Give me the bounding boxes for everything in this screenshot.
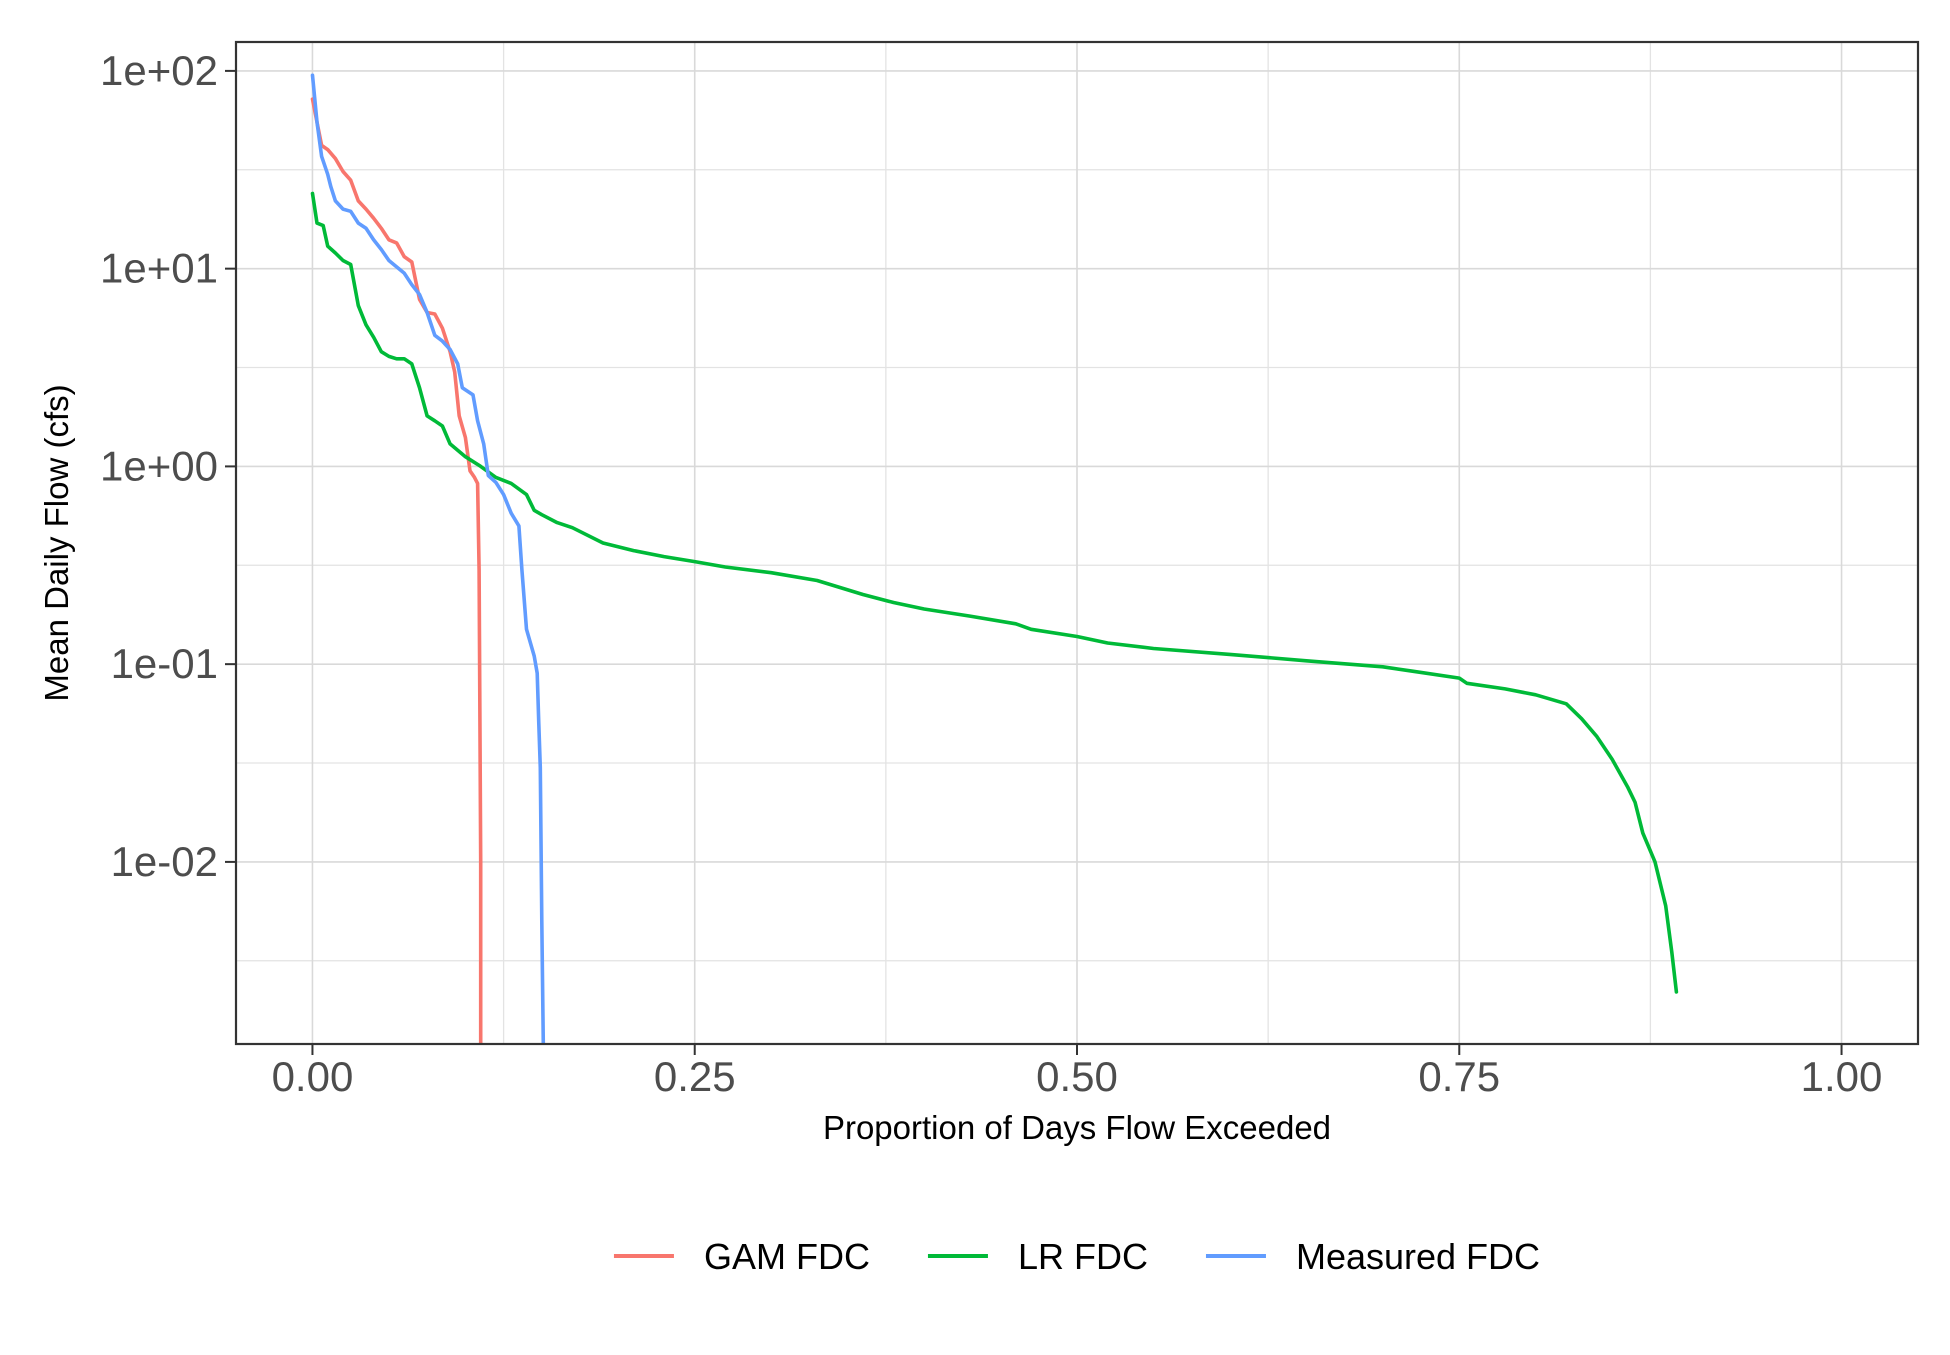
y-tick-label: 1e+01 (100, 245, 218, 292)
x-tick-label: 0.75 (1418, 1053, 1500, 1100)
legend-label: LR FDC (1018, 1236, 1148, 1277)
series-line-gam-fdc (310, 97, 483, 1044)
grid-layer (236, 42, 1918, 1044)
legend-label: GAM FDC (704, 1236, 870, 1277)
series-line-lr-fdc (310, 191, 1679, 994)
y-axis: 1e+02 1e+01 1e+00 1e-01 1e-02 (100, 47, 236, 885)
y-axis-title: Mean Daily Flow (cfs) (38, 384, 75, 701)
series-layer (310, 73, 1679, 1044)
legend: GAM FDC LR FDC Measured FDC (613, 1236, 1540, 1277)
x-tick-label: 1.00 (1801, 1053, 1883, 1100)
x-tick-label: 0.50 (1036, 1053, 1118, 1100)
x-tick-label: 0.25 (654, 1053, 736, 1100)
y-tick-label: 1e-01 (111, 640, 218, 687)
y-tick-label: 1e+02 (100, 47, 218, 94)
legend-label: Measured FDC (1296, 1236, 1540, 1277)
x-axis: 0.00 0.25 0.50 0.75 1.00 (272, 1044, 1883, 1100)
series-line-measured-fdc (310, 73, 546, 1044)
x-axis-title: Proportion of Days Flow Exceeded (823, 1109, 1331, 1146)
y-tick-label: 1e+00 (100, 442, 218, 489)
x-tick-label: 0.00 (272, 1053, 354, 1100)
y-tick-label: 1e-02 (111, 838, 218, 885)
